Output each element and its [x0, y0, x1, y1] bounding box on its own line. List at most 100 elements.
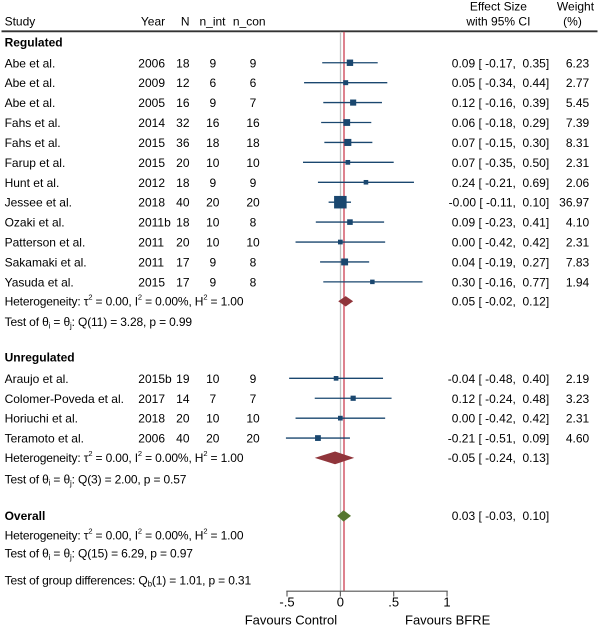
svg-text:10: 10	[206, 372, 220, 386]
svg-text:.5: .5	[388, 594, 399, 609]
svg-text:Horiuchi et al.: Horiuchi et al.	[5, 412, 78, 426]
svg-text:0.06 [ -0.18, 0.29]: 0.06 [ -0.18, 0.29]	[452, 116, 549, 130]
svg-text:9: 9	[209, 56, 216, 70]
svg-text:2011: 2011	[138, 256, 164, 270]
svg-text:12: 12	[176, 76, 190, 90]
svg-text:-0.21 [ -0.51, 0.09]: -0.21 [ -0.51, 0.09]	[448, 432, 549, 446]
svg-text:0: 0	[337, 594, 344, 609]
svg-text:9: 9	[250, 56, 257, 70]
svg-text:36.97: 36.97	[559, 196, 589, 210]
svg-text:6: 6	[250, 76, 257, 90]
svg-text:10: 10	[246, 236, 260, 250]
svg-text:32: 32	[176, 116, 190, 130]
svg-text:Test of θi = θj: Q(15) = 6.29,: Test of θi = θj: Q(15) = 6.29, p = 0.97	[5, 547, 194, 563]
svg-text:9: 9	[209, 256, 216, 270]
svg-text:(%): (%)	[563, 15, 582, 29]
svg-text:2.06: 2.06	[566, 176, 590, 190]
svg-text:0.07 [ -0.15, 0.30]: 0.07 [ -0.15, 0.30]	[452, 136, 549, 150]
svg-text:17: 17	[176, 275, 190, 289]
svg-text:Weight: Weight	[557, 0, 595, 14]
svg-text:Effect Size: Effect Size	[470, 0, 527, 14]
svg-text:Favours BFRE: Favours BFRE	[405, 613, 491, 627]
svg-text:9: 9	[250, 176, 257, 190]
svg-text:2011: 2011	[138, 236, 164, 250]
svg-text:Heterogeneity: τ2 = 0.00, I2 =: Heterogeneity: τ2 = 0.00, I2 = 0.00%, H2…	[5, 292, 244, 308]
svg-text:Abe et al.: Abe et al.	[5, 96, 56, 110]
svg-text:Farup et al.: Farup et al.	[5, 156, 66, 170]
svg-text:2006: 2006	[138, 432, 165, 446]
svg-text:0.03 [ -0.03, 0.10]: 0.03 [ -0.03, 0.10]	[452, 509, 549, 523]
svg-text:Test of group differences: Qb(: Test of group differences: Qb(1) = 1.01,…	[5, 573, 252, 588]
svg-text:2015: 2015	[138, 136, 165, 150]
svg-text:Fahs et al.: Fahs et al.	[5, 136, 61, 150]
svg-text:7.83: 7.83	[566, 256, 590, 270]
svg-text:Teramoto et al.: Teramoto et al.	[5, 432, 84, 446]
svg-text:20: 20	[176, 412, 190, 426]
svg-text:10: 10	[206, 216, 220, 230]
svg-text:7: 7	[209, 392, 216, 406]
svg-text:6.23: 6.23	[566, 56, 590, 70]
svg-text:2.77: 2.77	[566, 76, 590, 90]
svg-text:Fahs et al.: Fahs et al.	[5, 116, 61, 130]
svg-text:10: 10	[246, 156, 260, 170]
svg-text:2018: 2018	[138, 412, 165, 426]
svg-text:0.00 [ -0.42, 0.42]: 0.00 [ -0.42, 0.42]	[452, 412, 549, 426]
svg-text:2.19: 2.19	[566, 372, 590, 386]
svg-text:0.09 [ -0.23, 0.41]: 0.09 [ -0.23, 0.41]	[452, 216, 549, 230]
svg-text:0.24 [ -0.21, 0.69]: 0.24 [ -0.21, 0.69]	[452, 176, 549, 190]
svg-text:Favours Control: Favours Control	[245, 613, 338, 627]
svg-text:18: 18	[176, 216, 190, 230]
svg-text:Study: Study	[5, 15, 36, 29]
svg-text:36: 36	[176, 136, 190, 150]
svg-text:Sakamaki et al.: Sakamaki et al.	[5, 256, 87, 270]
svg-text:0.30 [ -0.16, 0.77]: 0.30 [ -0.16, 0.77]	[452, 275, 549, 289]
svg-text:2009: 2009	[138, 76, 165, 90]
svg-text:Colomer-Poveda et al.: Colomer-Poveda et al.	[5, 392, 124, 406]
svg-text:Ozaki et al.: Ozaki et al.	[5, 216, 65, 230]
svg-text:-0.05 [ -0.24, 0.13]: -0.05 [ -0.24, 0.13]	[448, 451, 549, 465]
svg-text:Abe et al.: Abe et al.	[5, 56, 56, 70]
svg-text:Regulated: Regulated	[5, 35, 63, 49]
svg-text:10: 10	[206, 156, 220, 170]
svg-text:19: 19	[176, 372, 190, 386]
svg-text:18: 18	[176, 56, 190, 70]
svg-text:Test of θi = θj: Q(3) = 2.00,: Test of θi = θj: Q(3) = 2.00, p = 0.57	[5, 472, 187, 488]
svg-text:Abe et al.: Abe et al.	[5, 76, 56, 90]
svg-text:9: 9	[209, 275, 216, 289]
svg-text:2012: 2012	[138, 176, 165, 190]
svg-text:9: 9	[250, 372, 257, 386]
svg-text:20: 20	[206, 432, 220, 446]
svg-text:2.31: 2.31	[566, 156, 590, 170]
svg-text:n_con: n_con	[233, 15, 266, 29]
svg-text:Hunt et al.: Hunt et al.	[5, 176, 60, 190]
svg-text:8.31: 8.31	[566, 136, 590, 150]
svg-text:40: 40	[176, 196, 190, 210]
svg-text:Overall: Overall	[5, 509, 46, 523]
svg-text:0.00 [ -0.42, 0.42]: 0.00 [ -0.42, 0.42]	[452, 236, 549, 250]
svg-text:7: 7	[250, 392, 257, 406]
svg-text:2015: 2015	[138, 156, 165, 170]
svg-text:-0.00 [ -0.11, 0.10]: -0.00 [ -0.11, 0.10]	[449, 196, 550, 210]
svg-text:2.31: 2.31	[566, 412, 590, 426]
svg-text:N: N	[181, 15, 190, 29]
svg-text:16: 16	[176, 96, 190, 110]
svg-text:Test of θi = θj: Q(11) = 3.28,: Test of θi = θj: Q(11) = 3.28, p = 0.99	[5, 315, 193, 331]
svg-text:20: 20	[206, 196, 220, 210]
svg-text:7.39: 7.39	[566, 116, 590, 130]
svg-text:8: 8	[250, 275, 257, 289]
svg-text:with 95% CI: with 95% CI	[465, 15, 530, 29]
svg-text:10: 10	[246, 412, 260, 426]
svg-text:3.23: 3.23	[566, 392, 590, 406]
svg-text:16: 16	[246, 116, 260, 130]
svg-text:2018: 2018	[138, 196, 165, 210]
svg-text:Jessee et al.: Jessee et al.	[5, 196, 72, 210]
svg-text:Araujo et al.: Araujo et al.	[5, 372, 69, 386]
svg-text:4.10: 4.10	[566, 216, 590, 230]
svg-text:2015b: 2015b	[138, 372, 172, 386]
svg-text:4.60: 4.60	[566, 432, 590, 446]
svg-text:20: 20	[176, 236, 190, 250]
svg-text:Yasuda et al.: Yasuda et al.	[5, 275, 74, 289]
svg-text:0.04 [ -0.19, 0.27]: 0.04 [ -0.19, 0.27]	[452, 256, 549, 270]
svg-text:8: 8	[250, 256, 257, 270]
svg-text:20: 20	[246, 196, 260, 210]
